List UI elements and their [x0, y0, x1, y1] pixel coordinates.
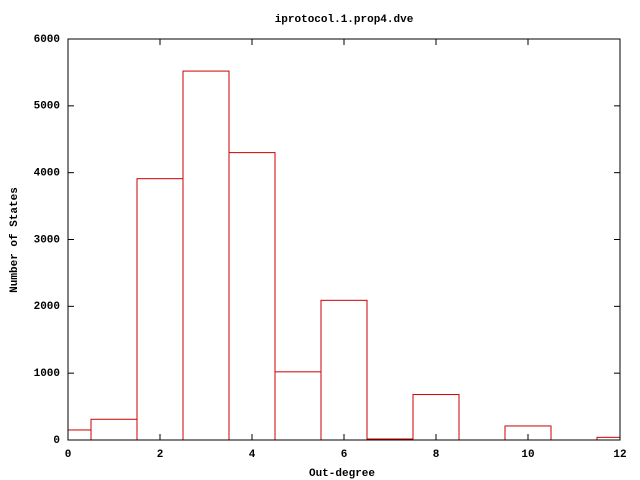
y-tick-label: 4000: [34, 168, 60, 180]
y-tick-label: 0: [53, 435, 60, 447]
bar: [320, 299, 368, 440]
x-tick-label: 12: [613, 449, 626, 461]
y-tick-label: 6000: [34, 34, 60, 46]
x-tick-label: 10: [521, 449, 534, 461]
y-tick-label: 2000: [34, 301, 60, 313]
x-tick-label: 4: [249, 449, 256, 461]
x-tick-label: 0: [65, 449, 72, 461]
y-tick-label: 5000: [34, 101, 60, 113]
x-tick-label: 2: [157, 449, 164, 461]
bar: [596, 436, 620, 440]
y-tick-label: 3000: [34, 234, 60, 246]
x-tick-label: 6: [341, 449, 348, 461]
x-tick-label: 8: [433, 449, 440, 461]
x-axis-label: Out-degree: [309, 468, 375, 480]
chart-title: iprotocol.1.prop4.dve: [275, 14, 414, 26]
y-axis-label: Number of States: [9, 187, 21, 293]
y-tick-label: 1000: [34, 368, 60, 380]
bar: [228, 152, 276, 440]
bar: [412, 394, 460, 440]
